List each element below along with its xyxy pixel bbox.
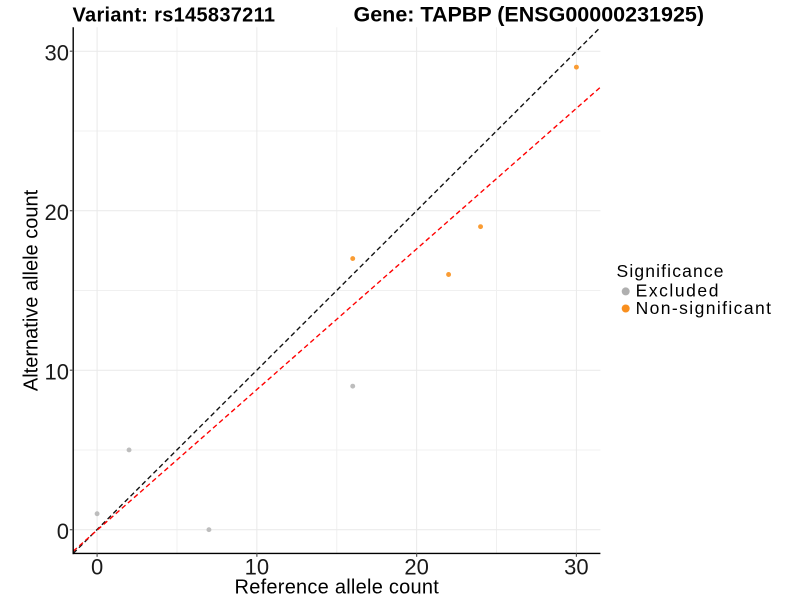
svg-text:30: 30 [564,555,588,580]
svg-text:10: 10 [45,360,69,385]
svg-text:30: 30 [45,41,69,66]
svg-text:Non-significant: Non-significant [636,298,773,318]
svg-text:10: 10 [245,555,269,580]
svg-text:20: 20 [45,200,69,225]
svg-text:20: 20 [404,555,428,580]
svg-text:Variant: rs145837211: Variant: rs145837211 [73,4,276,26]
svg-text:0: 0 [91,555,103,580]
svg-text:Significance: Significance [617,261,725,281]
svg-text:Alternative allele count: Alternative allele count [21,189,43,391]
svg-text:Excluded: Excluded [636,281,720,301]
svg-text:Reference allele count: Reference allele count [235,577,440,599]
svg-text:0: 0 [57,519,69,544]
svg-text:Gene: TAPBP (ENSG00000231925): Gene: TAPBP (ENSG00000231925) [354,2,705,26]
